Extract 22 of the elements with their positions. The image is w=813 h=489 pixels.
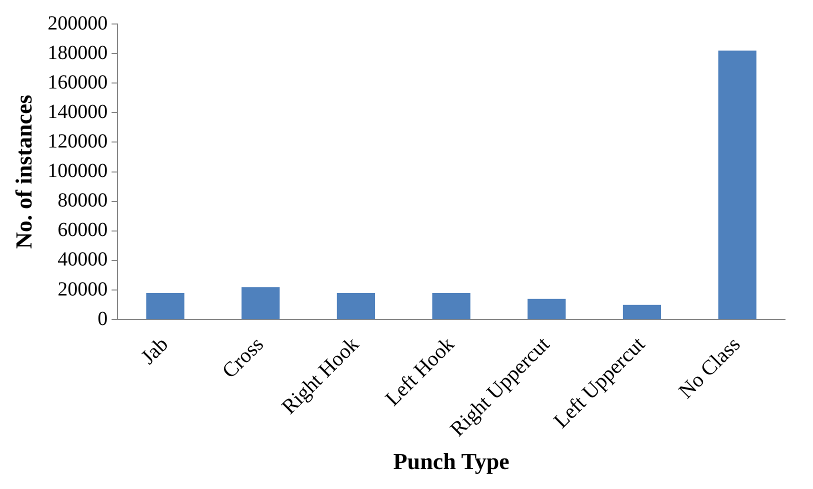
y-tick-label: 120000 [48, 130, 108, 152]
y-tick-label: 20000 [58, 278, 108, 300]
y-axis-title: No. of instances [12, 94, 37, 249]
x-axis-title: Punch Type [393, 449, 510, 474]
y-tick-label: 100000 [48, 160, 108, 182]
bar [622, 304, 662, 320]
y-tick-label: 160000 [48, 71, 108, 94]
x-tick-label: No Class [674, 332, 745, 404]
bar [336, 293, 376, 320]
bar [146, 293, 184, 320]
y-tick-label: 0 [98, 308, 108, 330]
y-tick-label: 140000 [48, 100, 108, 123]
bar [432, 293, 470, 320]
x-tick-label: Jab [136, 332, 173, 369]
y-tick-label: 200000 [48, 12, 108, 34]
y-tick-label: 180000 [48, 42, 108, 64]
bar [528, 298, 566, 320]
y-tick-label: 40000 [58, 248, 108, 271]
bar [242, 287, 280, 320]
y-tick-label: 80000 [58, 190, 108, 212]
bar [718, 50, 756, 320]
y-tick-label: 60000 [58, 219, 108, 242]
